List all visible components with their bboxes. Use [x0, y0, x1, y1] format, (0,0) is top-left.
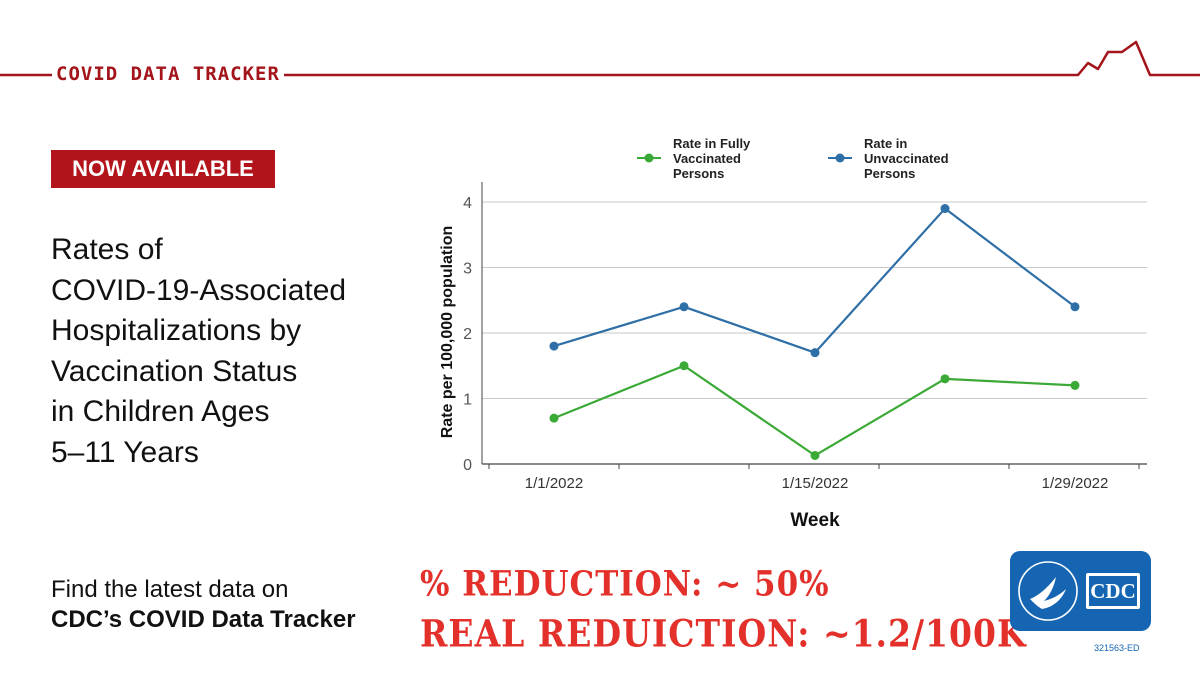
y-axis-title: Rate per 100,000 population	[439, 226, 456, 439]
data-point-unvaccinated	[549, 341, 559, 351]
data-point-vaccinated	[1070, 380, 1080, 390]
series-line-unvaccinated	[553, 207, 1076, 354]
x-tick-label: 1/1/2022	[525, 475, 583, 492]
legend-label: Persons	[864, 166, 915, 181]
grid-layer	[482, 201, 1147, 465]
title-line: 5–11 Years	[51, 435, 199, 469]
y-tick-label: 1	[463, 392, 472, 409]
axis-layer: 0 1 2 3 4 1/1/2022 1/15/2022 1/29/2022	[463, 182, 1140, 492]
y-tick-label: 2	[463, 326, 472, 343]
legend-label: Rate in	[864, 136, 907, 151]
annotation-percent-reduction: % REDUCTION: ~ 50%	[420, 564, 830, 605]
legend-label: Rate in Fully	[673, 136, 751, 151]
tracker-label: COVID DATA TRACKER	[52, 63, 284, 85]
y-tick-label: 4	[463, 195, 472, 212]
x-axis-title: Week	[790, 510, 840, 531]
hhs-eagle-icon: CDC	[1018, 561, 1140, 621]
title-line: in Children Ages	[51, 395, 270, 428]
title-line: Hospitalizations by	[51, 314, 302, 347]
header-trend-line	[0, 40, 1200, 77]
data-point-unvaccinated	[810, 348, 820, 358]
data-point-unvaccinated	[679, 302, 689, 312]
legend-swatch-marker	[835, 153, 845, 163]
data-point-vaccinated	[679, 361, 689, 371]
document-code: 321563-ED	[1094, 643, 1140, 653]
find-latest-text: Find the latest data on	[51, 576, 289, 603]
x-tick-label: 1/29/2022	[1042, 475, 1109, 492]
title-line: COVID-19-Associated	[51, 273, 347, 307]
series-line-vaccinated	[553, 364, 1076, 457]
logo-text: CDC	[1090, 579, 1136, 603]
page-title: Rates of COVID-19-Associated Hospitaliza…	[51, 230, 396, 473]
annotation-real-reduction: REAL REDUICTION: ~1.2/100K	[420, 612, 1027, 656]
y-tick-label: 3	[463, 261, 472, 278]
data-point-unvaccinated	[940, 204, 950, 214]
legend-label: Vaccinated	[673, 151, 741, 166]
y-tick-label: 0	[463, 457, 472, 474]
data-point-vaccinated	[940, 374, 950, 384]
data-point-vaccinated	[810, 450, 820, 460]
line-chart: 0 1 2 3 4 1/1/2022 1/15/2022 1/29/2022 Rate in …	[439, 136, 1147, 531]
cdc-hhs-logo: CDC	[1010, 551, 1151, 631]
legend-label: Unvaccinated	[864, 151, 949, 166]
data-point-vaccinated	[549, 413, 559, 423]
title-line: Rates of	[51, 233, 163, 266]
data-point-unvaccinated	[1070, 302, 1080, 312]
series-layer	[549, 204, 1080, 460]
legend-swatch-marker	[644, 153, 654, 163]
title-line: Vaccination Status	[51, 354, 298, 388]
data-tracker-link[interactable]: CDC’s COVID Data Tracker	[51, 606, 356, 633]
x-tick-label: 1/15/2022	[782, 475, 849, 492]
legend-label: Persons	[673, 166, 724, 181]
now-available-badge: NOW AVAILABLE	[51, 150, 275, 188]
